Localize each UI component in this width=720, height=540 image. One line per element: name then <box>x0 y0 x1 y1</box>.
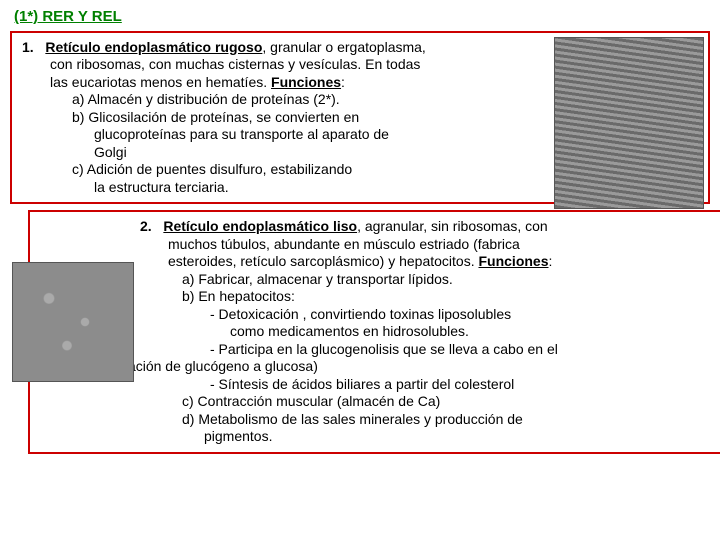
box2-b-d2b: citosol(degradación de glucógeno a gluco… <box>40 358 710 376</box>
box-rer: 1. Retículo endoplasmático rugoso, granu… <box>10 31 710 205</box>
box2-line2: muchos túbulos, abundante en músculo est… <box>40 236 710 254</box>
box2-b: b) En hepatocitos: <box>40 288 710 306</box>
box2-d2: pigmentos. <box>40 428 710 446</box>
box2-c: c) Contracción muscular (almacén de Ca) <box>40 393 710 411</box>
box-rel: 2. Retículo endoplasmático liso, agranul… <box>28 210 720 454</box>
box2-funcs: Funciones <box>478 253 548 269</box>
box2-num: 2. <box>140 218 152 234</box>
box2-d1: d) Metabolismo de las sales minerales y … <box>40 411 710 429</box>
box2-a: a) Fabricar, almacenar y transportar líp… <box>40 271 710 289</box>
box2-b-d1b: como medicamentos en hidrosolubles. <box>40 323 710 341</box>
box2-b-d2: - Participa en la glucogenolisis que se … <box>40 341 710 359</box>
box2-line3: esteroides, retículo sarcoplásmico) y he… <box>40 253 710 271</box>
box2-b-d3: - Síntesis de ácidos biliares a partir d… <box>40 376 710 394</box>
rer-micrograph <box>554 37 704 209</box>
box2-line1: 2. Retículo endoplasmático liso, agranul… <box>40 218 710 236</box>
box2-b-d1a: - Detoxicación , convirtiendo toxinas li… <box>40 306 710 324</box>
box2-term: Retículo endoplasmático liso <box>163 218 357 234</box>
box1-term: Retículo endoplasmático rugoso <box>45 39 262 55</box>
box1-funcs: Funciones <box>271 74 341 90</box>
section-heading: (1*) RER Y REL <box>14 8 710 27</box>
rel-micrograph <box>12 262 134 382</box>
box1-num: 1. <box>22 39 34 55</box>
box2-rest1: , agranular, sin ribosomas, con <box>357 218 548 234</box>
box1-rest1: , granular o ergatoplasma, <box>262 39 425 55</box>
